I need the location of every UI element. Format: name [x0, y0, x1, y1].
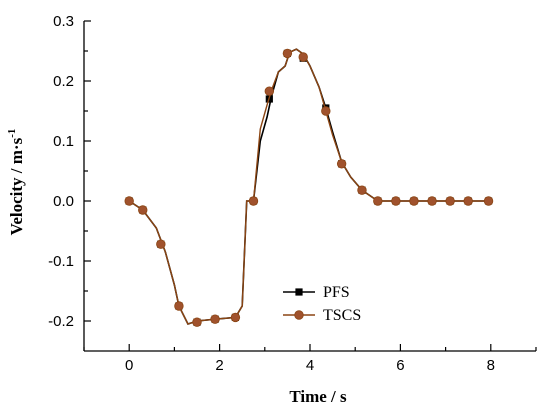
y-tick-label: -0.1 — [48, 253, 74, 270]
tscs-point — [391, 196, 401, 206]
tscs-point — [336, 159, 347, 169]
tscs-point — [174, 301, 184, 311]
tscs-point — [248, 196, 259, 206]
tscs-point — [124, 196, 134, 206]
legend-pfs-marker — [295, 288, 303, 296]
tscs-point — [427, 196, 437, 206]
legend-tscs-label: TSCS — [323, 307, 361, 324]
y-axis-title-superscript: -1 — [6, 129, 18, 138]
axes — [83, 21, 536, 352]
tscs-point — [138, 205, 148, 215]
x-tick-label: 0 — [125, 357, 133, 374]
tscs-point — [321, 106, 331, 116]
x-tick-label: 8 — [487, 357, 495, 374]
tscs-point — [210, 314, 220, 324]
tscs-point — [463, 196, 473, 206]
pfs-series-line — [128, 48, 491, 325]
x-axis-title: Time / s — [289, 387, 347, 406]
x-tick-label: 2 — [215, 357, 223, 374]
tscs-series-line — [128, 48, 491, 325]
tscs-point — [373, 196, 383, 206]
tscs-point — [230, 312, 241, 323]
tscs-point — [156, 239, 166, 249]
y-tick-label: 0.1 — [53, 133, 74, 150]
y-axis-title-main: Velocity / m·s — [7, 137, 26, 235]
y-ticks: -0.2 -0.1 0.0 0.1 0.2 0.3 — [48, 13, 91, 330]
x-tick-label: 4 — [306, 357, 314, 374]
y-tick-label: -0.2 — [48, 313, 74, 330]
x-ticks: 0 2 4 6 8 — [83, 344, 537, 374]
tscs-point — [192, 317, 202, 327]
legend-tscs-marker — [294, 310, 304, 320]
tscs-point — [264, 86, 275, 96]
legend-pfs-label: PFS — [323, 284, 350, 301]
tscs-point — [409, 196, 419, 206]
plot-area — [124, 48, 494, 327]
y-tick-label: 0.0 — [53, 193, 74, 210]
tscs-point — [445, 196, 455, 206]
tscs-point — [483, 196, 494, 206]
tscs-point — [357, 185, 367, 195]
tscs-point — [298, 52, 308, 62]
y-tick-label: 0.2 — [53, 73, 74, 90]
y-axis-title: Velocity / m·s-1 — [6, 129, 26, 236]
x-tick-label: 6 — [396, 357, 404, 374]
y-tick-label: 0.3 — [53, 13, 74, 30]
legend: PFS TSCS — [283, 284, 361, 324]
tscs-point — [282, 48, 293, 59]
